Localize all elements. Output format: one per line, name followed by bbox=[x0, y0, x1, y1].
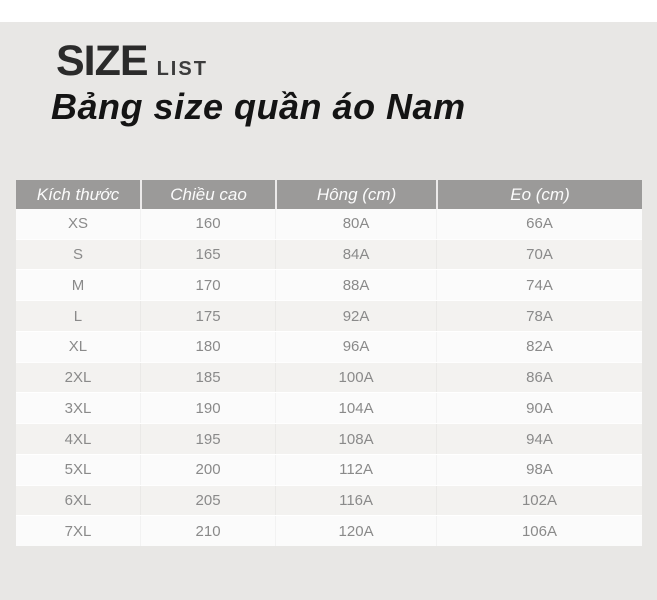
table-cell: XS bbox=[67, 215, 88, 233]
table-row: 5XL 200 112A 98A bbox=[16, 453, 642, 485]
table-cell: 92A bbox=[275, 301, 436, 331]
table-cell: M bbox=[71, 276, 85, 294]
page-title: Bảng size quần áo Nam bbox=[51, 86, 466, 127]
table-cell: 88A bbox=[275, 270, 436, 300]
size-chart-panel: SIZE LIST Bảng size quần áo Nam Kích thư… bbox=[0, 22, 657, 600]
table-row: 4XL 195 108A 94A bbox=[16, 423, 642, 454]
table-cell: 86A bbox=[436, 363, 642, 393]
table-cell: 74A bbox=[436, 270, 642, 300]
table-cell: 108A bbox=[275, 424, 436, 454]
table-cell: 180 bbox=[140, 332, 275, 362]
table-cell: 78A bbox=[436, 301, 642, 331]
table-cell: 175 bbox=[140, 301, 275, 331]
table-row: 7XL 210 120A 106A bbox=[16, 515, 642, 547]
table-cell: 195 bbox=[140, 424, 275, 454]
title-block: SIZE LIST bbox=[56, 40, 208, 83]
table-row: M 170 88A 74A bbox=[16, 269, 642, 301]
table-row: S 165 84A 70A bbox=[16, 238, 642, 270]
table-cell: 98A bbox=[436, 455, 642, 485]
table-cell: 104A bbox=[275, 393, 436, 423]
table-cell: 185 bbox=[140, 363, 275, 393]
table-cell: 6XL bbox=[64, 491, 92, 509]
table-cell: 94A bbox=[436, 424, 642, 454]
table-cell: 205 bbox=[140, 486, 275, 516]
table-row: L 175 92A 78A bbox=[16, 300, 642, 331]
table-cell: 5XL bbox=[64, 461, 92, 479]
column-header-hip: Hông (cm) bbox=[275, 180, 436, 209]
table-cell: 80A bbox=[275, 209, 436, 239]
table-row: 6XL 205 116A 102A bbox=[16, 484, 642, 516]
table-cell: 90A bbox=[436, 393, 642, 423]
table-cell: 116A bbox=[275, 486, 436, 516]
table-row: 3XL 190 104A 90A bbox=[16, 392, 642, 424]
table-cell: 106A bbox=[436, 516, 642, 546]
title-list: LIST bbox=[156, 58, 208, 80]
table-cell: 4XL bbox=[64, 430, 92, 448]
table-header-row: Kích thước Chiều cao Hông (cm) Eo (cm) bbox=[16, 180, 642, 209]
size-table: Kích thước Chiều cao Hông (cm) Eo (cm) X… bbox=[16, 180, 642, 547]
table-cell: 200 bbox=[140, 455, 275, 485]
column-header-size: Kích thước bbox=[36, 184, 120, 204]
table-row: 2XL 185 100A 86A bbox=[16, 361, 642, 393]
table-cell: 102A bbox=[436, 486, 642, 516]
table-cell: 100A bbox=[275, 363, 436, 393]
table-row: XS 160 80A 66A bbox=[16, 209, 642, 239]
table-cell: 82A bbox=[436, 332, 642, 362]
table-cell: 66A bbox=[436, 209, 642, 239]
size-table-body: XS 160 80A 66A S 165 84A 70A M 170 88A 74A L 175 92A 78… bbox=[16, 209, 642, 547]
table-cell: L bbox=[73, 307, 83, 325]
column-header-height: Chiều cao bbox=[139, 180, 275, 209]
table-row: XL 180 96A 82A bbox=[16, 330, 642, 362]
title-size: SIZE bbox=[56, 37, 149, 85]
table-cell: XL bbox=[68, 338, 88, 356]
table-cell: 2XL bbox=[64, 369, 92, 387]
table-cell: 160 bbox=[140, 209, 275, 239]
table-cell: 190 bbox=[140, 393, 275, 423]
table-cell: 84A bbox=[275, 240, 436, 270]
table-cell: 70A bbox=[436, 240, 642, 270]
table-cell: 170 bbox=[140, 270, 275, 300]
column-header-waist: Eo (cm) bbox=[436, 180, 642, 209]
table-cell: 165 bbox=[140, 240, 275, 270]
table-cell: 112A bbox=[275, 455, 436, 485]
table-cell: S bbox=[72, 246, 83, 264]
table-cell: 210 bbox=[140, 516, 275, 546]
table-cell: 120A bbox=[275, 516, 436, 546]
table-cell: 3XL bbox=[64, 399, 92, 417]
table-cell: 7XL bbox=[64, 522, 92, 540]
table-cell: 96A bbox=[275, 332, 436, 362]
